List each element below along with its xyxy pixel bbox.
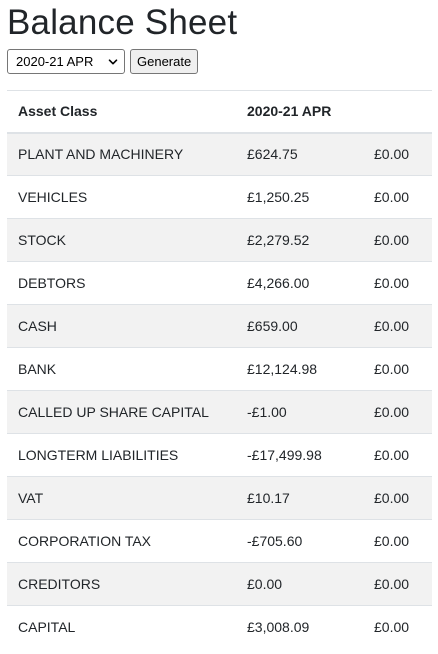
table-row: CAPITAL £3,008.09 £0.00 xyxy=(7,605,432,649)
header-other xyxy=(357,90,432,134)
asset-class-cell: CASH xyxy=(7,304,236,348)
amount-cell: £4,266.00 xyxy=(236,261,357,305)
table-row: CORPORATION TAX -£705.60 £0.00 xyxy=(7,519,432,563)
comparison-amount-cell: £0.00 xyxy=(357,562,432,606)
comparison-amount-cell: £0.00 xyxy=(357,218,432,262)
asset-class-cell: CALLED UP SHARE CAPITAL xyxy=(7,390,236,434)
asset-class-cell: LONGTERM LIABILITIES xyxy=(7,433,236,477)
header-asset-class: Asset Class xyxy=(7,90,236,134)
period-select[interactable]: 2020-21 APR xyxy=(7,49,125,74)
amount-cell: £2,279.52 xyxy=(236,218,357,262)
table-row: DEBTORS £4,266.00 £0.00 xyxy=(7,261,432,305)
comparison-amount-cell: £0.00 xyxy=(357,132,432,176)
table-row: CREDITORS £0.00 £0.00 xyxy=(7,562,432,606)
amount-cell: £1,250.25 xyxy=(236,175,357,219)
amount-cell: £3,008.09 xyxy=(236,605,357,649)
comparison-amount-cell: £0.00 xyxy=(357,175,432,219)
comparison-amount-cell: £0.00 xyxy=(357,476,432,520)
amount-cell: -£17,499.98 xyxy=(236,433,357,477)
comparison-amount-cell: £0.00 xyxy=(357,519,432,563)
period-select-value: 2020-21 APR xyxy=(16,54,94,69)
amount-cell: -£1.00 xyxy=(236,390,357,434)
generate-button[interactable]: Generate xyxy=(130,49,199,74)
balance-sheet-table-wrapper: Asset Class 2020-21 APR PLANT AND MACHIN… xyxy=(7,90,432,649)
asset-class-cell: VAT xyxy=(7,476,236,520)
comparison-amount-cell: £0.00 xyxy=(357,390,432,434)
table-row: CASH £659.00 £0.00 xyxy=(7,304,432,348)
amount-cell: -£705.60 xyxy=(236,519,357,563)
amount-cell: £10.17 xyxy=(236,476,357,520)
chevron-down-icon xyxy=(108,58,118,64)
asset-class-cell: VEHICLES xyxy=(7,175,236,219)
comparison-amount-cell: £0.00 xyxy=(357,433,432,477)
amount-cell: £659.00 xyxy=(236,304,357,348)
table-body: PLANT AND MACHINERY £624.75 £0.00 VEHICLES £… xyxy=(7,132,432,649)
amount-cell: £624.75 xyxy=(236,132,357,176)
comparison-amount-cell: £0.00 xyxy=(357,261,432,305)
asset-class-cell: CREDITORS xyxy=(7,562,236,606)
asset-class-cell: CAPITAL xyxy=(7,605,236,649)
report-controls: 2020-21 APR Generate xyxy=(7,49,199,74)
table-row: VEHICLES £1,250.25 £0.00 xyxy=(7,175,432,219)
balance-sheet-table: Asset Class 2020-21 APR PLANT AND MACHIN… xyxy=(7,90,432,649)
table-row: CALLED UP SHARE CAPITAL -£1.00 £0.00 xyxy=(7,390,432,434)
table-row: BANK £12,124.98 £0.00 xyxy=(7,347,432,391)
table-row: STOCK £2,279.52 £0.00 xyxy=(7,218,432,262)
asset-class-cell: PLANT AND MACHINERY xyxy=(7,132,236,176)
table-row: VAT £10.17 £0.00 xyxy=(7,476,432,520)
table-row: LONGTERM LIABILITIES -£17,499.98 £0.00 xyxy=(7,433,432,477)
asset-class-cell: CORPORATION TAX xyxy=(7,519,236,563)
amount-cell: £12,124.98 xyxy=(236,347,357,391)
asset-class-cell: BANK xyxy=(7,347,236,391)
comparison-amount-cell: £0.00 xyxy=(357,347,432,391)
header-period: 2020-21 APR xyxy=(236,90,357,134)
comparison-amount-cell: £0.00 xyxy=(357,605,432,649)
asset-class-cell: STOCK xyxy=(7,218,236,262)
amount-cell: £0.00 xyxy=(236,562,357,606)
asset-class-cell: DEBTORS xyxy=(7,261,236,305)
comparison-amount-cell: £0.00 xyxy=(357,304,432,348)
table-header-row: Asset Class 2020-21 APR xyxy=(7,90,432,134)
page-title: Balance Sheet xyxy=(7,3,238,42)
table-row: PLANT AND MACHINERY £624.75 £0.00 xyxy=(7,132,432,176)
